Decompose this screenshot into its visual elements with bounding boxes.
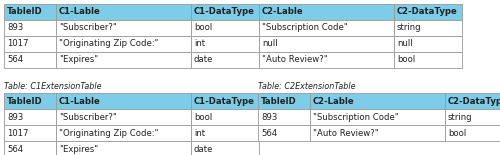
Text: string: string — [448, 113, 472, 122]
Text: "Expires": "Expires" — [59, 144, 98, 153]
Bar — [4, 125, 56, 141]
Text: Table: C2ExtensionTable: Table: C2ExtensionTable — [258, 82, 356, 91]
Bar — [56, 141, 191, 155]
Text: 1017: 1017 — [7, 40, 28, 49]
Text: int: int — [194, 40, 205, 49]
Text: TableID: TableID — [7, 97, 43, 106]
Text: 564: 564 — [7, 55, 23, 64]
Bar — [4, 93, 56, 109]
Text: C1-Lable: C1-Lable — [59, 97, 101, 106]
Bar — [191, 36, 259, 52]
Text: TableID: TableID — [7, 7, 43, 16]
Bar — [394, 36, 462, 52]
Text: date: date — [194, 55, 214, 64]
Bar — [259, 52, 394, 68]
Bar — [191, 52, 259, 68]
Bar — [56, 20, 191, 36]
Text: 1017: 1017 — [7, 128, 28, 137]
Text: 893: 893 — [261, 113, 277, 122]
Bar — [394, 4, 462, 20]
Bar — [191, 93, 259, 109]
Bar — [310, 125, 445, 141]
Text: "Auto Review?": "Auto Review?" — [262, 55, 328, 64]
Text: "Subscriber?": "Subscriber?" — [59, 113, 117, 122]
Text: bool: bool — [397, 55, 415, 64]
Bar — [56, 109, 191, 125]
Bar — [310, 109, 445, 125]
Bar — [191, 141, 259, 155]
Text: C2-Lable: C2-Lable — [313, 97, 354, 106]
Text: "Subscription Code": "Subscription Code" — [313, 113, 399, 122]
Text: "Subscription Code": "Subscription Code" — [262, 24, 348, 33]
Bar — [4, 52, 56, 68]
Text: 564: 564 — [7, 144, 23, 153]
Text: 893: 893 — [7, 24, 23, 33]
Bar — [394, 52, 462, 68]
Bar — [191, 20, 259, 36]
Bar — [56, 36, 191, 52]
Bar — [191, 109, 259, 125]
Text: TableID: TableID — [261, 97, 297, 106]
Text: bool: bool — [194, 113, 212, 122]
Text: "Expires": "Expires" — [59, 55, 98, 64]
Bar — [259, 36, 394, 52]
Text: C1-DataType: C1-DataType — [194, 7, 255, 16]
Bar — [191, 4, 259, 20]
Text: "Subscriber?": "Subscriber?" — [59, 24, 117, 33]
Text: C2-DataType: C2-DataType — [397, 7, 458, 16]
Bar — [4, 36, 56, 52]
Bar — [259, 4, 394, 20]
Bar — [259, 20, 394, 36]
Text: "Auto Review?": "Auto Review?" — [313, 128, 379, 137]
Text: null: null — [262, 40, 278, 49]
Bar — [191, 125, 259, 141]
Text: C2-Lable: C2-Lable — [262, 7, 304, 16]
Bar — [4, 4, 56, 20]
Text: C1-DataType: C1-DataType — [194, 97, 255, 106]
Text: C2-DataType: C2-DataType — [448, 97, 500, 106]
Bar — [56, 93, 191, 109]
Text: "Originating Zip Code:": "Originating Zip Code:" — [59, 40, 158, 49]
Bar — [258, 93, 310, 109]
Bar — [394, 20, 462, 36]
Text: string: string — [397, 24, 421, 33]
Text: Table: C1ExtensionTable: Table: C1ExtensionTable — [4, 82, 102, 91]
Bar — [258, 125, 310, 141]
Text: 893: 893 — [7, 113, 23, 122]
Bar — [56, 125, 191, 141]
Text: null: null — [397, 40, 412, 49]
Bar — [4, 109, 56, 125]
Text: date: date — [194, 144, 214, 153]
Bar — [445, 93, 500, 109]
Bar — [445, 125, 500, 141]
Text: C1-Lable: C1-Lable — [59, 7, 101, 16]
Text: "Originating Zip Code:": "Originating Zip Code:" — [59, 128, 158, 137]
Bar — [258, 109, 310, 125]
Bar — [4, 141, 56, 155]
Text: bool: bool — [194, 24, 212, 33]
Bar — [56, 4, 191, 20]
Bar — [310, 93, 445, 109]
Bar — [445, 109, 500, 125]
Text: bool: bool — [448, 128, 466, 137]
Bar — [4, 20, 56, 36]
Text: 564: 564 — [261, 128, 277, 137]
Text: int: int — [194, 128, 205, 137]
Bar — [56, 52, 191, 68]
